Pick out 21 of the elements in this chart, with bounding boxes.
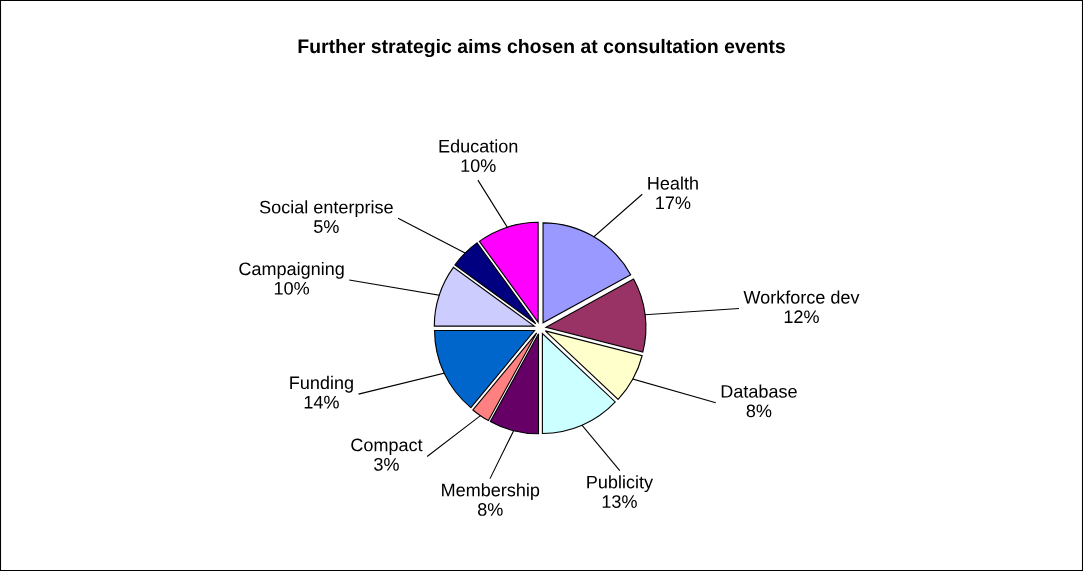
data-label: 17%	[656, 196, 691, 210]
data-label: 8%	[478, 503, 503, 516]
slice-label: Membership	[442, 483, 540, 500]
slice-label: Funding	[290, 375, 353, 393]
data-label: 8%	[746, 404, 772, 418]
data-label: 5%	[314, 220, 339, 233]
chart-title: Further strategic aims chosen at consultation events	[298, 38, 785, 58]
data-label: 10%	[461, 159, 496, 173]
slice-label: Workforce dev	[743, 290, 860, 304]
data-label: 3%	[374, 457, 399, 471]
data-label: 12%	[784, 310, 819, 324]
slice-label: Campaigning	[239, 261, 344, 279]
data-label: 14%	[304, 395, 339, 409]
slice-label: Publicity	[587, 475, 654, 493]
slice-label: Health	[648, 176, 698, 190]
slice-label: Social enterprise	[259, 200, 393, 218]
data-label: 10%	[274, 281, 310, 295]
data-label: 13%	[602, 495, 637, 508]
slice-label: Education	[439, 139, 518, 153]
slice-label: Compact	[351, 438, 423, 455]
slice-label: Database	[721, 384, 797, 398]
